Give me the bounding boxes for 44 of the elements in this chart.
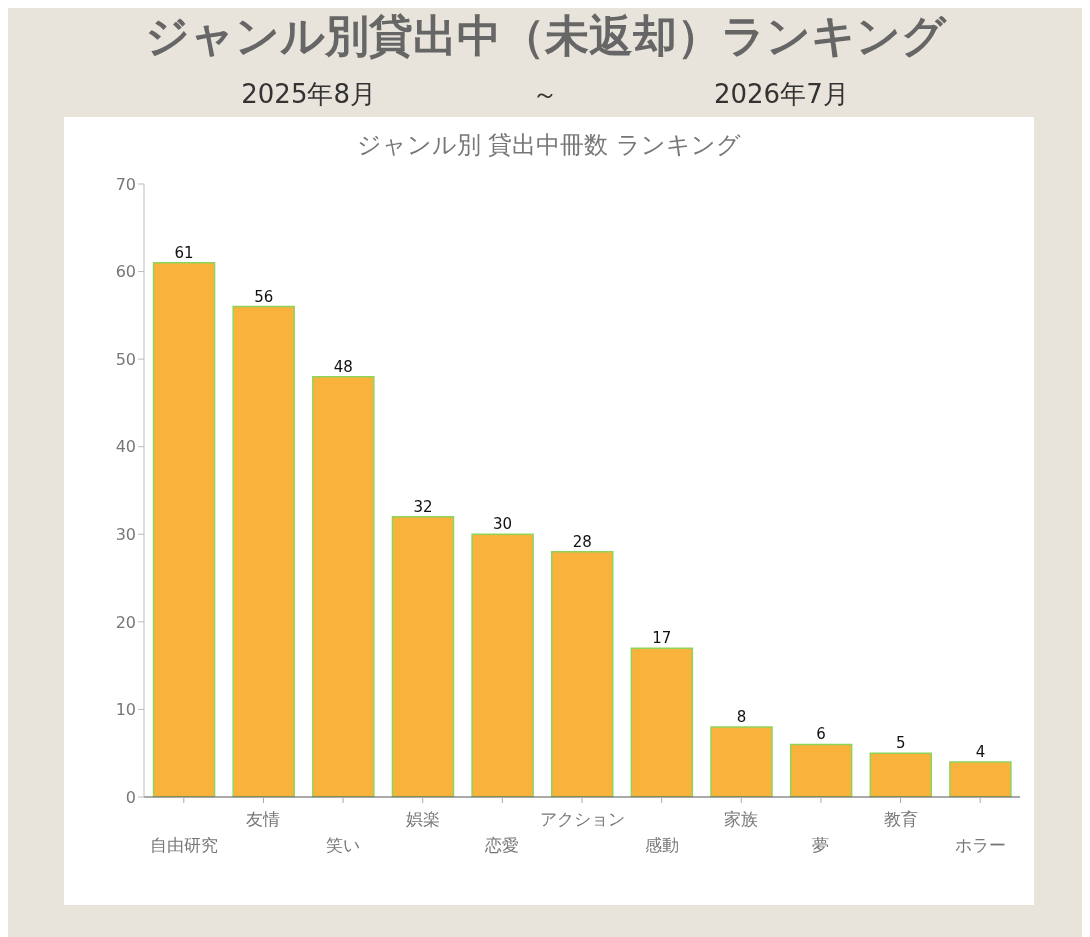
x-tick-label: 恋愛 bbox=[484, 835, 520, 855]
x-tick-label: 感動 bbox=[644, 835, 679, 855]
x-tick-label: 自由研究 bbox=[149, 835, 218, 855]
x-tick-label: 友情 bbox=[246, 809, 281, 829]
y-tick-label: 70 bbox=[115, 174, 136, 194]
bar bbox=[550, 551, 614, 797]
data-label: 4 bbox=[975, 742, 986, 761]
data-label: 61 bbox=[174, 243, 194, 262]
y-tick-label: 20 bbox=[115, 612, 136, 632]
data-label: 6 bbox=[816, 725, 826, 744]
x-tick-label: 笑い bbox=[326, 835, 361, 855]
y-tick-label: 40 bbox=[115, 437, 136, 457]
bar bbox=[869, 752, 933, 797]
text: ジャンル別 貸出中冊数 ランキング bbox=[355, 130, 743, 161]
data-label: 17 bbox=[652, 629, 672, 648]
bar bbox=[630, 647, 694, 797]
bar bbox=[152, 262, 216, 797]
x-tick-label: ホラー bbox=[954, 835, 1006, 855]
data-label: 5 bbox=[896, 734, 906, 753]
y-tick-label: 30 bbox=[115, 524, 136, 544]
y-tick-label: 10 bbox=[115, 700, 136, 720]
x-tick-label: アクション bbox=[539, 809, 625, 829]
data-label: 56 bbox=[254, 287, 274, 306]
bar bbox=[391, 516, 455, 797]
bar bbox=[789, 743, 853, 797]
bar bbox=[710, 726, 773, 797]
x-tick-label: 夢 bbox=[812, 835, 830, 855]
bar bbox=[949, 761, 1012, 797]
y-tick-label: 0 bbox=[125, 787, 136, 807]
data-label: 48 bbox=[333, 357, 353, 376]
bar bbox=[312, 375, 375, 797]
data-label: 8 bbox=[736, 707, 747, 726]
x-tick-label: 家族 bbox=[724, 809, 759, 829]
x-tick-label: 教育 bbox=[883, 809, 918, 829]
data-label: 28 bbox=[572, 532, 592, 551]
bar bbox=[232, 305, 295, 797]
data-label: 30 bbox=[493, 515, 513, 534]
chart-subtitle: 2025年8月 ～ 2026年7月 bbox=[240, 78, 850, 111]
y-tick-label: 50 bbox=[115, 349, 136, 369]
data-label: 32 bbox=[413, 497, 433, 516]
bar bbox=[471, 533, 534, 797]
x-tick-label: 娯楽 bbox=[405, 809, 440, 829]
chart-title: ジャンル別貸出中（未返却）ランキング bbox=[143, 9, 948, 63]
y-tick-label: 60 bbox=[115, 262, 136, 282]
